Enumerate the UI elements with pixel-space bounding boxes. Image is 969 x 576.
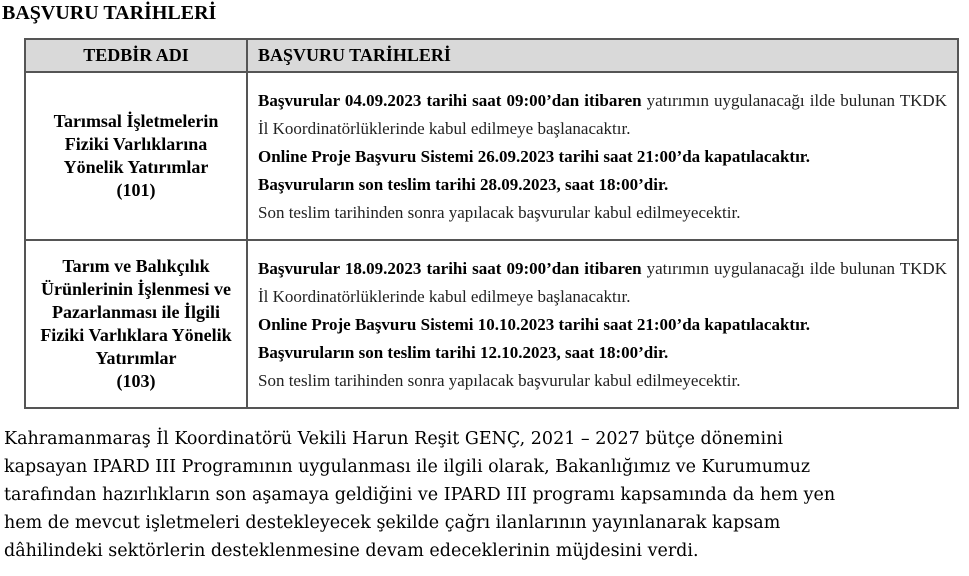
date-paragraph: Online Proje Başvuru Sistemi 10.10.2023 … [258, 311, 947, 339]
article-line: Kahramanmaraş İl Koordinatörü Vekili Har… [4, 429, 783, 449]
date-paragraph: Başvurular 18.09.2023 tarihi saat 09:00’… [258, 255, 947, 311]
bold-text: Başvuruların son teslim tarihi 12.10.202… [258, 343, 669, 362]
date-paragraph: Son teslim tarihinden sonra yapılacak ba… [258, 199, 947, 227]
article-line: hem de mevcut işletmeleri destekleyecek … [4, 513, 781, 533]
date-paragraph: Son teslim tarihinden sonra yapılacak ba… [258, 367, 947, 395]
measure-cell: Tarımsal İşletmelerin Fiziki Varlıkların… [24, 71, 248, 241]
normal-text: Son teslim tarihinden sonra yapılacak ba… [258, 203, 741, 222]
measure-code: (103) [116, 371, 156, 391]
bold-text: Başvurular 04.09.2023 tarihi saat 09:00’… [258, 91, 642, 110]
dates-cell: Başvurular 04.09.2023 tarihi saat 09:00’… [246, 71, 959, 241]
dates-table: TEDBİR ADI BAŞVURU TARİHLERİ Tarımsal İş… [24, 38, 959, 409]
date-paragraph: Online Proje Başvuru Sistemi 26.09.2023 … [258, 143, 947, 171]
bold-text: Başvurular 18.09.2023 tarihi saat 09:00’… [258, 259, 642, 278]
date-paragraph: Başvuruların son teslim tarihi 28.09.202… [258, 171, 947, 199]
date-paragraph: Başvurular 04.09.2023 tarihi saat 09:00’… [258, 87, 947, 143]
normal-text: Son teslim tarihinden sonra yapılacak ba… [258, 371, 741, 390]
page-title: BAŞVURU TARİHLERİ [2, 2, 217, 24]
article-line: tarafından hazırlıkların son aşamaya gel… [4, 485, 836, 505]
normal-text: yatırımın uygulanacağı ilde bulunan TKDK… [258, 259, 947, 306]
bold-text: Başvuruların son teslim tarihi 28.09.202… [258, 175, 669, 194]
measure-cell: Tarım ve Balıkçılık Ürünlerinin İşlenmes… [24, 239, 248, 409]
table-body: Tarımsal İşletmelerin Fiziki Varlıkların… [24, 71, 959, 409]
bold-text: Online Proje Başvuru Sistemi 10.10.2023 … [258, 315, 811, 334]
article: Kahramanmaraş İl Koordinatörü Vekili Har… [4, 425, 835, 565]
bold-text: Online Proje Başvuru Sistemi 26.09.2023 … [258, 147, 811, 166]
article-line: kapsayan IPARD III Programının uygulanma… [4, 457, 811, 477]
normal-text: yatırımın uygulanacağı ilde bulunan TKDK… [258, 91, 947, 138]
header-cell: TEDBİR ADI [24, 38, 248, 73]
table-row: Tarım ve Balıkçılık Ürünlerinin İşlenmes… [24, 239, 959, 409]
header-cell: BAŞVURU TARİHLERİ [246, 38, 959, 73]
article-line: dâhilindeki sektörlerin desteklenmesine … [4, 541, 699, 561]
dates-cell: Başvurular 18.09.2023 tarihi saat 09:00’… [246, 239, 959, 409]
table-row: Tarımsal İşletmelerin Fiziki Varlıkların… [24, 71, 959, 241]
date-paragraph: Başvuruların son teslim tarihi 12.10.202… [258, 339, 947, 367]
header-row: TEDBİR ADI BAŞVURU TARİHLERİ [24, 38, 959, 73]
measure-name: Tarım ve Balıkçılık Ürünlerinin İşlenmes… [40, 256, 232, 368]
measure-name: Tarımsal İşletmelerin Fiziki Varlıkların… [53, 111, 219, 177]
measure-code: (101) [116, 180, 156, 200]
